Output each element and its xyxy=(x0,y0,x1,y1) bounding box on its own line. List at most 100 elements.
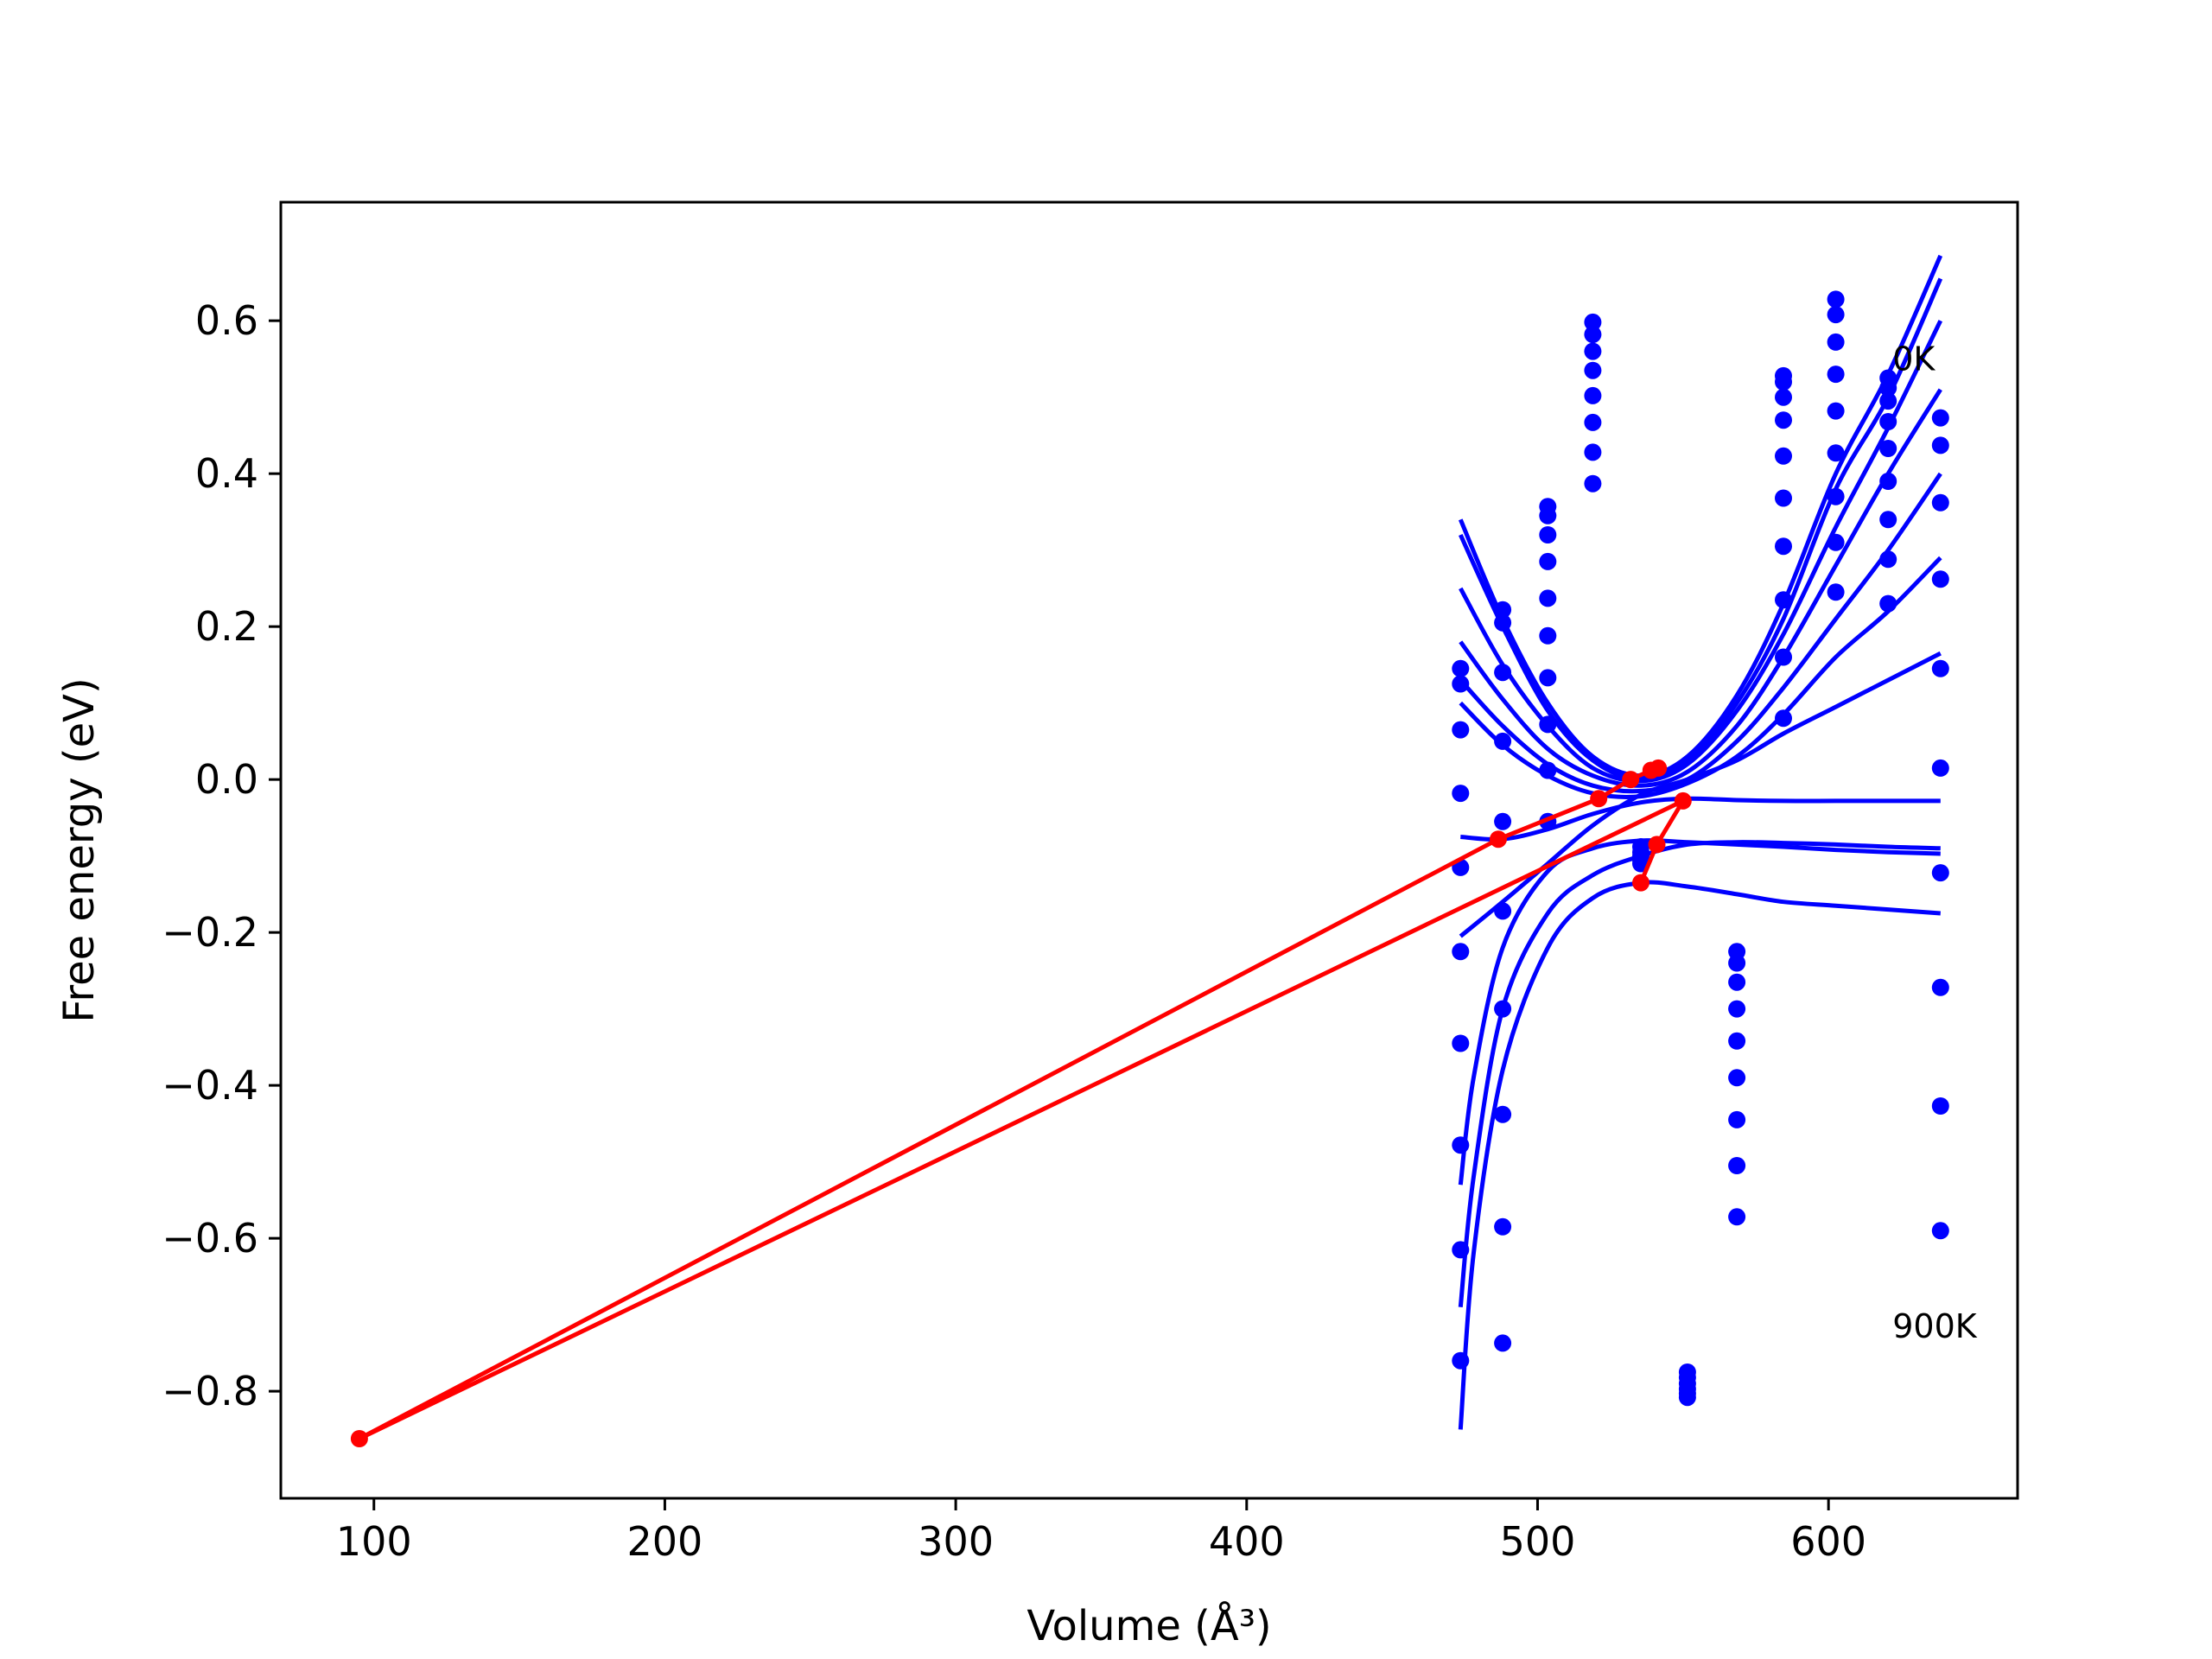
x-tick-label: 600 xyxy=(1790,1518,1866,1565)
data-point xyxy=(1879,594,1897,613)
data-point xyxy=(1775,709,1792,728)
x-tick-label: 300 xyxy=(918,1518,994,1565)
fit-curve-8 xyxy=(1458,838,1941,1185)
minimum-point xyxy=(1648,836,1666,854)
x-axis: 100 200 300 400 500 600 xyxy=(336,1498,1866,1565)
data-point xyxy=(1931,659,1949,677)
y-tick-label: −0.8 xyxy=(162,1368,258,1414)
fit-curve-3 xyxy=(1459,388,1942,788)
data-point xyxy=(1494,902,1512,920)
data-point xyxy=(1827,365,1845,384)
x-tick-label: 400 xyxy=(1209,1518,1285,1565)
data-point xyxy=(1879,473,1897,490)
temperature-annotation: 0K xyxy=(1892,340,1936,378)
data-point xyxy=(1728,1110,1746,1128)
plot-area xyxy=(350,254,1949,1447)
minimum-point xyxy=(1642,761,1660,779)
data-point xyxy=(1827,533,1845,551)
x-tick-label: 500 xyxy=(1500,1518,1576,1565)
annotations: 0K 900K xyxy=(1892,340,1978,1345)
data-point xyxy=(1452,1351,1470,1370)
data-point xyxy=(1728,954,1746,972)
data-point xyxy=(1931,1222,1949,1240)
data-point xyxy=(1827,444,1845,462)
data-point xyxy=(1584,443,1602,461)
y-tick-label: 0.2 xyxy=(195,603,258,650)
minimum-point xyxy=(1590,790,1608,808)
fit-curve-5 xyxy=(1459,556,1942,799)
minimum-point xyxy=(1622,771,1640,789)
x-tick-label: 200 xyxy=(627,1518,703,1565)
y-tick-label: 0.6 xyxy=(195,297,258,344)
y-axis-label: Free energy (eV) xyxy=(55,677,104,1022)
fit-curve-2 xyxy=(1459,320,1943,784)
data-point xyxy=(1494,1000,1512,1018)
data-point xyxy=(1584,413,1602,431)
data-point xyxy=(1539,626,1557,645)
data-point xyxy=(1775,489,1792,507)
data-point xyxy=(1494,732,1512,750)
data-point xyxy=(1584,474,1602,493)
data-point xyxy=(1775,388,1792,406)
data-point xyxy=(1539,506,1557,524)
temperature-annotation: 900K xyxy=(1892,1307,1978,1345)
x-axis-label: Volume (Å³) xyxy=(1027,1601,1271,1650)
data-point xyxy=(1494,664,1512,682)
data-point xyxy=(1827,333,1845,351)
data-point xyxy=(1452,721,1470,739)
data-point xyxy=(1931,493,1949,512)
data-point xyxy=(1584,313,1602,331)
data-point xyxy=(1539,669,1557,687)
fit-curve-0 xyxy=(1458,254,1943,779)
data-point xyxy=(1494,1217,1512,1236)
data-point xyxy=(1539,761,1557,779)
data-point xyxy=(1931,436,1949,454)
minimum-point xyxy=(1632,874,1649,892)
data-point xyxy=(1678,1389,1696,1407)
data-point xyxy=(1827,402,1845,420)
data-point xyxy=(1775,447,1792,465)
data-point xyxy=(1728,1208,1746,1226)
data-point xyxy=(1728,1069,1746,1087)
fit-curve-7 xyxy=(1460,796,1941,842)
y-tick-label: 0.4 xyxy=(195,450,258,497)
data-point xyxy=(1539,552,1557,570)
data-point xyxy=(1728,973,1746,991)
x-tick-label: 100 xyxy=(336,1518,412,1565)
data-point xyxy=(1931,759,1949,777)
data-point xyxy=(1775,537,1792,556)
data-point xyxy=(1494,1105,1512,1123)
data-point xyxy=(1584,342,1602,360)
data-point xyxy=(1539,526,1557,543)
data-point xyxy=(1931,864,1949,882)
data-point xyxy=(1452,1241,1470,1259)
data-point xyxy=(1879,392,1897,410)
data-point xyxy=(1879,440,1897,457)
fit-curve-4 xyxy=(1459,472,1942,794)
data-point xyxy=(1539,589,1557,607)
data-point xyxy=(1879,511,1897,529)
fit-curve-10 xyxy=(1458,880,1941,1430)
data-point xyxy=(1452,943,1470,961)
data-point xyxy=(1827,290,1845,308)
data-point xyxy=(1879,413,1897,430)
data-point xyxy=(1539,715,1557,734)
y-tick-label: 0.0 xyxy=(195,756,258,803)
data-point xyxy=(1452,675,1470,693)
data-point xyxy=(1584,361,1602,379)
y-tick-label: −0.4 xyxy=(162,1062,258,1109)
data-point xyxy=(1775,591,1792,609)
data-point xyxy=(1879,550,1897,569)
data-point xyxy=(1775,648,1792,666)
data-point xyxy=(1827,487,1845,505)
data-point xyxy=(1584,326,1602,344)
data-point xyxy=(1728,1157,1746,1174)
data-point xyxy=(1584,386,1602,404)
data-point xyxy=(1775,411,1792,429)
data-point xyxy=(1775,373,1792,391)
data-point xyxy=(1452,659,1470,677)
data-point xyxy=(1494,601,1512,619)
data-point xyxy=(1494,613,1512,632)
data-point xyxy=(1931,570,1949,588)
